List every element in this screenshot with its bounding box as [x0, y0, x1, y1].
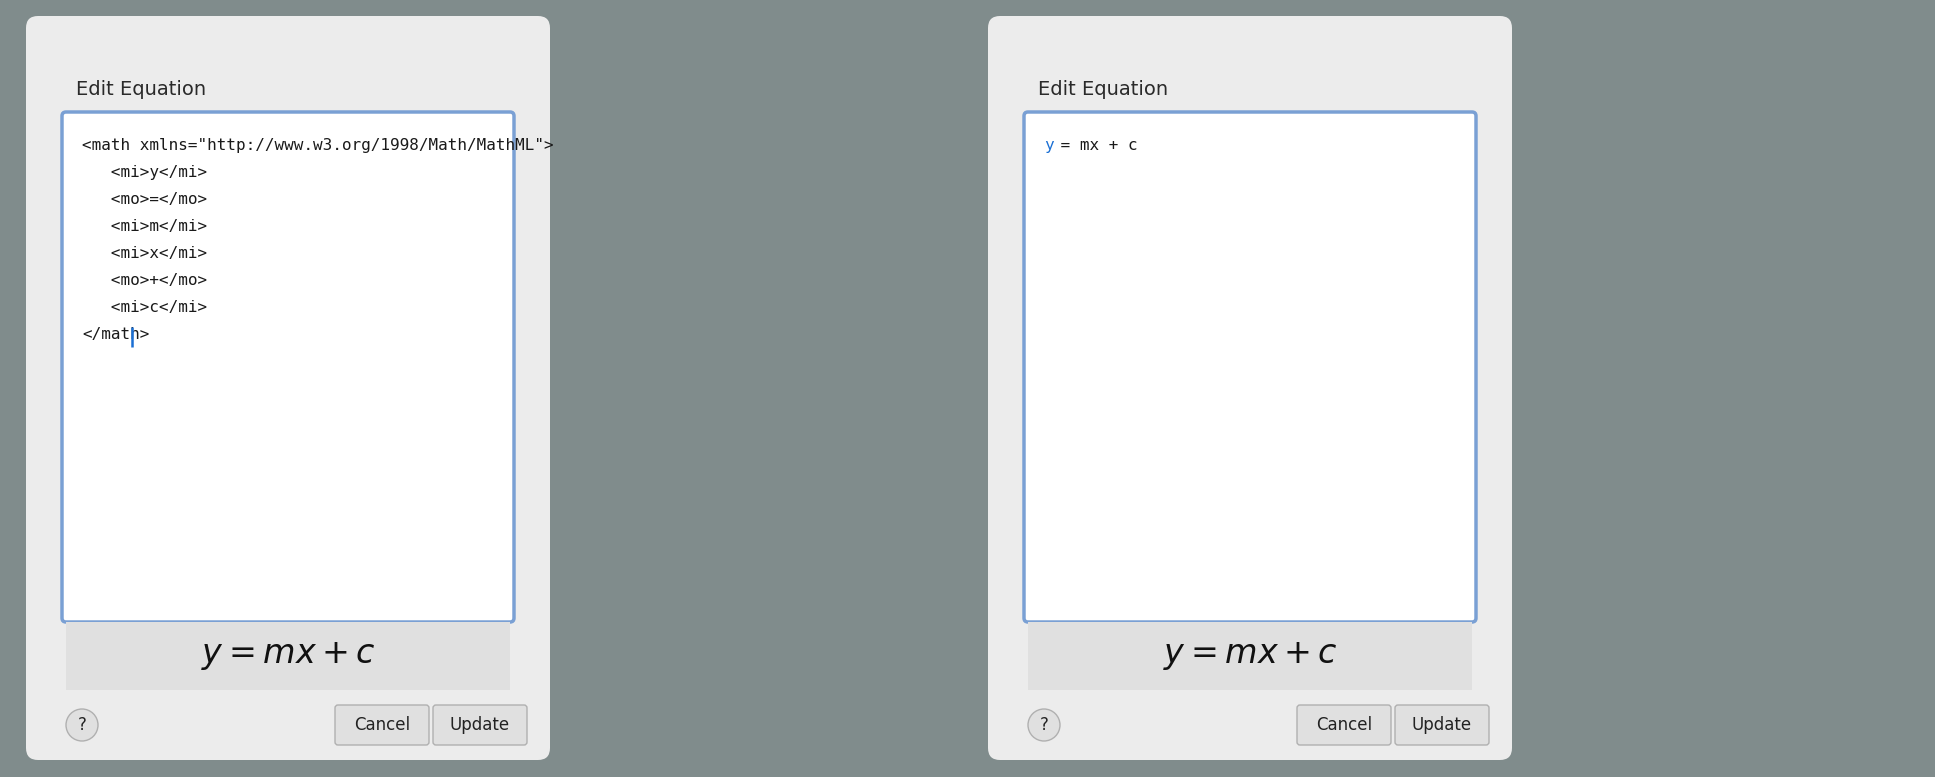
Text: </math>: </math> — [81, 327, 149, 342]
Text: <mo>+</mo>: <mo>+</mo> — [81, 273, 207, 288]
FancyBboxPatch shape — [335, 705, 430, 745]
Text: Edit Equation: Edit Equation — [75, 80, 207, 99]
Text: <mi>m</mi>: <mi>m</mi> — [81, 219, 207, 234]
Circle shape — [66, 709, 99, 741]
Circle shape — [1027, 709, 1060, 741]
Text: <mo>=</mo>: <mo>=</mo> — [81, 192, 207, 207]
FancyBboxPatch shape — [1024, 112, 1476, 622]
Text: y: y — [1045, 138, 1055, 153]
FancyBboxPatch shape — [62, 112, 515, 622]
Text: Update: Update — [451, 716, 511, 734]
Text: $y = mx + c$: $y = mx + c$ — [1163, 640, 1337, 672]
FancyBboxPatch shape — [25, 16, 550, 760]
Text: <mi>x</mi>: <mi>x</mi> — [81, 246, 207, 261]
Text: ?: ? — [1039, 716, 1049, 734]
Text: Update: Update — [1413, 716, 1473, 734]
Text: ?: ? — [77, 716, 87, 734]
FancyBboxPatch shape — [989, 16, 1511, 760]
Text: <mi>c</mi>: <mi>c</mi> — [81, 300, 207, 315]
Text: <mi>y</mi>: <mi>y</mi> — [81, 165, 207, 180]
FancyBboxPatch shape — [66, 622, 511, 690]
FancyBboxPatch shape — [1027, 622, 1473, 690]
FancyBboxPatch shape — [1296, 705, 1391, 745]
FancyBboxPatch shape — [1395, 705, 1490, 745]
Text: <math xmlns="http://www.w3.org/1998/Math/MathML">: <math xmlns="http://www.w3.org/1998/Math… — [81, 138, 553, 153]
Text: Cancel: Cancel — [1316, 716, 1372, 734]
Text: = mx + c: = mx + c — [1051, 138, 1138, 153]
Text: Edit Equation: Edit Equation — [1037, 80, 1169, 99]
Text: $y = mx + c$: $y = mx + c$ — [201, 640, 375, 672]
Text: Cancel: Cancel — [354, 716, 410, 734]
FancyBboxPatch shape — [433, 705, 526, 745]
